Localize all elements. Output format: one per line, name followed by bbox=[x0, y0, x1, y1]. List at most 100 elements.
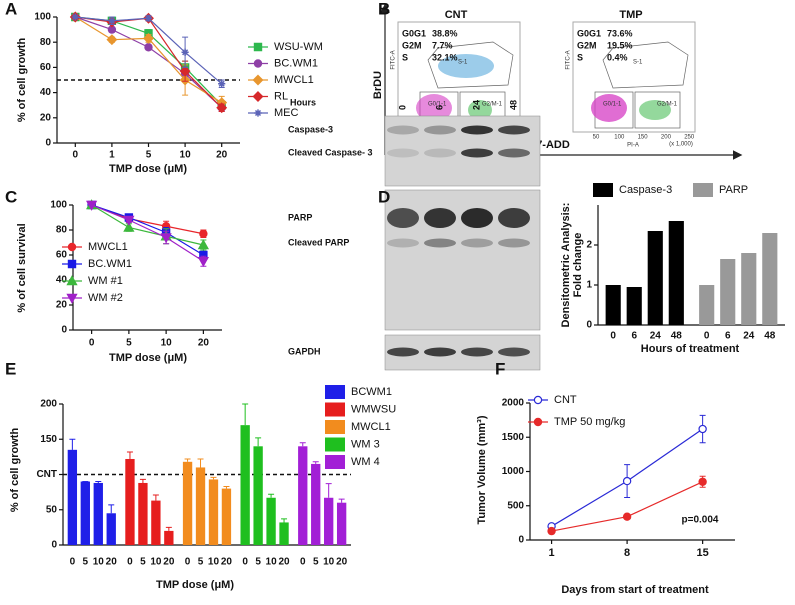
bar bbox=[741, 253, 757, 325]
x-axis-label: TMP dose (μM) bbox=[109, 163, 187, 175]
flow-tick-label: 50 bbox=[593, 135, 600, 141]
blot-band bbox=[461, 208, 493, 228]
y-tick-label: 100 bbox=[50, 200, 67, 211]
x-tick-label: 20 bbox=[278, 557, 290, 568]
legend-label: CNT bbox=[554, 394, 577, 406]
blot-band bbox=[387, 125, 419, 135]
x-tick-label: 20 bbox=[336, 557, 348, 568]
bar bbox=[164, 530, 174, 545]
y-tick-label: 50 bbox=[46, 504, 58, 515]
blot-band bbox=[498, 148, 530, 158]
y-axis-label: % of cell growth bbox=[16, 38, 28, 123]
x-tick-label: 0 bbox=[185, 557, 191, 568]
error-bar bbox=[108, 504, 115, 514]
legend-swatch bbox=[693, 183, 713, 197]
bar bbox=[298, 446, 308, 545]
x-tick-label: 10 bbox=[161, 338, 173, 349]
y-tick-label: 2 bbox=[586, 240, 592, 251]
legend-marker bbox=[533, 395, 543, 405]
legend-marker bbox=[533, 417, 543, 427]
legend-label: TMP 50 mg/kg bbox=[554, 416, 625, 428]
y-tick-label: CNT bbox=[36, 469, 57, 480]
blot-band-label: Caspase-3 bbox=[288, 124, 333, 134]
y-tick-label: 0 bbox=[61, 325, 67, 336]
legend-swatch bbox=[593, 183, 613, 197]
error-bar bbox=[184, 458, 191, 462]
y-tick-label: 20 bbox=[56, 300, 68, 311]
blot-band bbox=[387, 208, 419, 228]
data-point bbox=[622, 476, 632, 486]
bar bbox=[311, 463, 321, 545]
blot-band bbox=[424, 148, 456, 158]
flow-x-label: 7-ADD bbox=[536, 139, 570, 151]
x-tick-label: 0 bbox=[73, 150, 79, 161]
series-line bbox=[91, 204, 204, 246]
gate bbox=[427, 41, 514, 89]
legend-swatch bbox=[325, 455, 345, 469]
stat-value: 7.7% bbox=[432, 40, 453, 50]
data-point bbox=[144, 43, 153, 52]
bar bbox=[324, 497, 334, 545]
gate-label: G2/M-1 bbox=[482, 102, 503, 108]
legend-label: MEC bbox=[274, 107, 299, 119]
x-tick-label: 0 bbox=[70, 557, 76, 568]
data-point bbox=[197, 239, 209, 250]
legend-label: WMWSU bbox=[351, 403, 396, 415]
bar bbox=[605, 285, 621, 325]
data-point bbox=[86, 200, 98, 211]
legend-label: WM 4 bbox=[351, 456, 380, 468]
blot-band bbox=[461, 347, 493, 357]
flow-axis-name: PI-A bbox=[627, 143, 639, 149]
population bbox=[468, 100, 492, 120]
bar bbox=[151, 500, 161, 545]
legend-label: PARP bbox=[719, 184, 748, 196]
legend-swatch bbox=[325, 402, 345, 417]
blot-time-label: Hours bbox=[290, 97, 316, 107]
stat-phase: G2M bbox=[402, 40, 422, 50]
population bbox=[416, 94, 452, 122]
legend-label: BC.WM1 bbox=[274, 57, 318, 69]
data-point bbox=[144, 14, 153, 22]
bar bbox=[106, 513, 116, 545]
blot-band-label: Cleaved Caspase- 3 bbox=[288, 147, 373, 157]
flow-y-label: BrDU bbox=[372, 71, 384, 99]
error-bar bbox=[299, 442, 306, 447]
blot-band bbox=[424, 125, 456, 135]
bar bbox=[208, 479, 219, 545]
legend-label: MWCL1 bbox=[274, 74, 314, 86]
x-tick-label: 15 bbox=[697, 547, 709, 559]
legend-label: BC.WM1 bbox=[88, 258, 132, 270]
blot-band bbox=[498, 347, 530, 357]
data-point bbox=[547, 526, 556, 536]
error-bar bbox=[197, 458, 204, 468]
legend-label: RL bbox=[274, 90, 288, 102]
stat-value: 0.4% bbox=[607, 52, 628, 62]
y-tick-label: 0 bbox=[51, 540, 57, 551]
panel-letter: C bbox=[5, 187, 17, 206]
stat-value: 19.5% bbox=[607, 40, 633, 50]
stat-value: 32.1% bbox=[432, 52, 458, 62]
y-tick-label: 60 bbox=[40, 62, 52, 73]
bar bbox=[138, 482, 148, 545]
legend-marker bbox=[66, 275, 78, 286]
data-point bbox=[698, 424, 707, 434]
series-line bbox=[91, 204, 204, 235]
flow-plot-frame bbox=[572, 21, 696, 133]
stat-phase: G0G1 bbox=[402, 28, 426, 38]
x-axis-label: TMP dose (μM) bbox=[156, 579, 234, 591]
legend-marker bbox=[254, 109, 262, 117]
y-tick-label: 1000 bbox=[502, 466, 525, 477]
x-tick-label: 0 bbox=[300, 557, 306, 568]
bar bbox=[221, 488, 232, 545]
population bbox=[438, 54, 494, 78]
x-tick-label: 5 bbox=[146, 150, 152, 161]
legend-label: WM #2 bbox=[88, 292, 123, 304]
blot-time: 0 bbox=[397, 105, 407, 110]
panel-letter: B bbox=[378, 0, 390, 18]
x-tick-label: 5 bbox=[255, 557, 261, 568]
x-tick-label: 10 bbox=[266, 557, 278, 568]
x-tick-label: 20 bbox=[163, 557, 175, 568]
legend-marker bbox=[67, 242, 77, 252]
bar bbox=[668, 221, 684, 325]
x-tick-label: 5 bbox=[313, 557, 319, 568]
